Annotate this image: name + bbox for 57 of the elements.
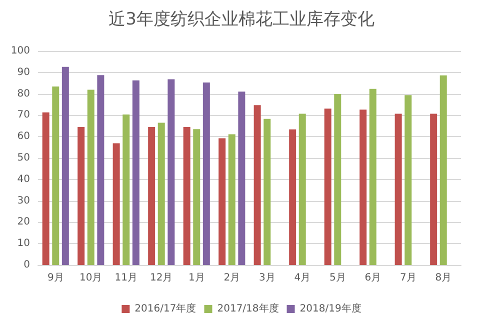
- bar: [193, 129, 200, 265]
- bar: [430, 114, 438, 265]
- bar: [42, 112, 50, 265]
- legend-label: 2016/17年度: [134, 302, 196, 314]
- x-tick-label: 8月: [435, 272, 452, 284]
- bar: [404, 95, 412, 265]
- bar: [112, 143, 120, 265]
- bar: [394, 114, 402, 265]
- x-tick-label: 1月: [188, 272, 205, 284]
- x-tick-label: 2月: [224, 272, 240, 284]
- bar: [254, 105, 261, 265]
- bar: [334, 94, 342, 265]
- bar: [148, 126, 156, 265]
- bar: [238, 92, 246, 265]
- y-tick-label: 0: [24, 260, 30, 270]
- bar: [360, 110, 367, 265]
- bar: [122, 114, 130, 265]
- y-tick-label: 80: [17, 88, 30, 100]
- bar: [62, 66, 69, 265]
- bar: [52, 86, 60, 265]
- bar: [369, 88, 376, 265]
- y-tick-label: 70: [17, 110, 30, 121]
- y-tick-label: 60: [17, 131, 30, 142]
- x-tick-label: 10月: [80, 272, 102, 284]
- bar: [132, 80, 140, 265]
- bar: [440, 75, 447, 265]
- x-tick-label: 7月: [400, 272, 416, 284]
- bar: [298, 114, 306, 265]
- x-tick-label: 6月: [364, 272, 382, 284]
- y-tick-label: 50: [17, 152, 30, 164]
- bar: [289, 129, 296, 265]
- bar: [97, 75, 104, 265]
- bar: [264, 118, 271, 265]
- bar: [324, 108, 332, 265]
- y-tick-label: 90: [17, 66, 30, 78]
- x-tick-label: 4月: [294, 272, 311, 284]
- x-tick-label: 3月: [258, 272, 276, 284]
- bar: [228, 134, 236, 265]
- x-tick-label: 11月: [114, 272, 138, 284]
- bar: [202, 82, 210, 265]
- bar: [218, 138, 226, 265]
- y-tick-label: 100: [10, 46, 30, 56]
- bar: [168, 79, 175, 265]
- legend-label: 2017/18年度: [217, 302, 279, 314]
- bar: [183, 126, 190, 265]
- x-tick-label: 9月: [47, 272, 64, 284]
- x-tick-label: 5月: [329, 272, 346, 284]
- chart-title: 近3年度纺织企业棉花工业库存变化: [108, 10, 374, 30]
- bar: [158, 122, 165, 265]
- y-tick-label: 40: [17, 174, 30, 185]
- y-tick-label: 10: [17, 238, 30, 250]
- y-tick-label: 20: [17, 216, 30, 228]
- x-tick-label: 12月: [150, 272, 173, 284]
- bar: [78, 126, 85, 265]
- legend-label: 2018/19年度: [300, 302, 362, 314]
- bar: [87, 90, 94, 265]
- y-tick-label: 30: [17, 195, 30, 206]
